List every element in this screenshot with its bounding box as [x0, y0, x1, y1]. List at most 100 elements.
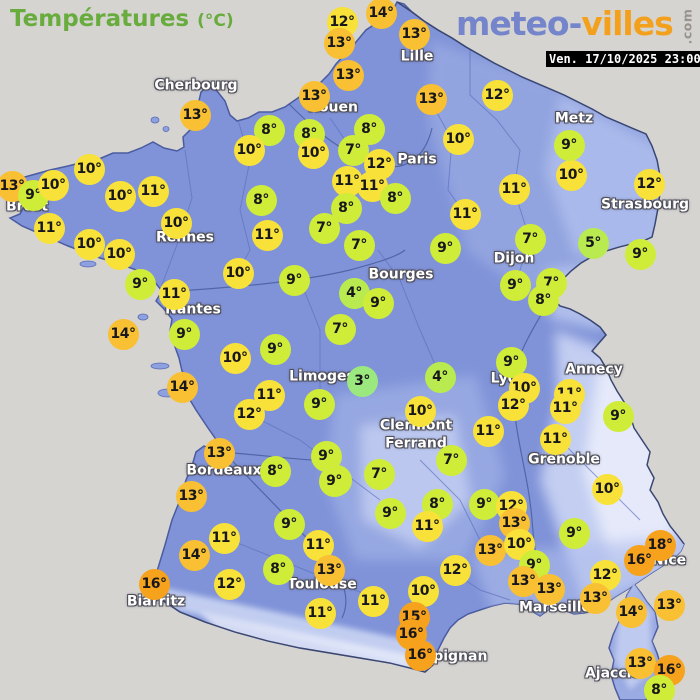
temp-bubble[interactable]: 13° — [313, 554, 345, 586]
temp-bubble[interactable]: 10° — [103, 238, 135, 270]
temp-bubble[interactable]: 11° — [304, 597, 336, 629]
temp-bubble[interactable]: 11° — [411, 510, 443, 542]
temp-bubble[interactable]: 8° — [643, 674, 675, 700]
temp-bubble[interactable]: 10° — [233, 134, 265, 166]
temp-bubble[interactable]: 5° — [577, 227, 609, 259]
temp-bubble[interactable]: 10° — [160, 207, 192, 239]
temp-bubble[interactable]: 10° — [591, 473, 623, 505]
temp-bubble[interactable]: 11° — [208, 522, 240, 554]
temp-bubble[interactable]: 10° — [555, 159, 587, 191]
temp-bubble[interactable]: 14° — [365, 0, 397, 29]
temp-bubble[interactable]: 7° — [324, 313, 356, 345]
temp-bubble[interactable]: 11° — [449, 198, 481, 230]
temp-bubble[interactable]: 10° — [442, 123, 474, 155]
temp-bubble[interactable]: 10° — [73, 153, 105, 185]
city-label-grenoble[interactable]: Grenoble — [528, 451, 600, 468]
temp-bubble[interactable]: 11° — [357, 585, 389, 617]
temp-bubble[interactable]: 11° — [302, 529, 334, 561]
city-label-limoges[interactable]: Limoges — [289, 368, 355, 385]
temp-bubble[interactable]: 12° — [233, 398, 265, 430]
temp-bubble[interactable]: 10° — [407, 575, 439, 607]
temp-bubble[interactable]: 3° — [346, 365, 378, 397]
temp-bubble[interactable]: 14° — [166, 371, 198, 403]
temp-bubble[interactable]: 9° — [558, 517, 590, 549]
temp-bubble[interactable]: 13° — [298, 80, 330, 112]
temp-bubble[interactable]: 9° — [278, 264, 310, 296]
city-label-biarritz[interactable]: Biarritz — [126, 593, 186, 610]
temp-bubble[interactable]: 14° — [615, 596, 647, 628]
temp-bubble[interactable]: 8° — [259, 455, 291, 487]
city-label-annecy[interactable]: Annecy — [565, 361, 623, 378]
temp-bubble[interactable]: 16° — [138, 568, 170, 600]
temp-bubble[interactable]: 9° — [553, 129, 585, 161]
temp-bubble[interactable]: 9° — [273, 508, 305, 540]
temp-bubble[interactable]: 14° — [107, 318, 139, 350]
city-label-dijon[interactable]: Dijon — [493, 250, 535, 267]
temp-bubble[interactable]: 9° — [362, 287, 394, 319]
temp-bubble[interactable]: 9° — [124, 268, 156, 300]
temp-bubble[interactable]: 9° — [374, 497, 406, 529]
temp-bubble[interactable]: 12° — [439, 554, 471, 586]
temp-bubble[interactable]: 13° — [175, 480, 207, 512]
temp-bubble[interactable]: 9° — [168, 318, 200, 350]
temp-bubble[interactable]: 13° — [474, 534, 506, 566]
temp-bubble[interactable]: 10° — [297, 137, 329, 169]
temp-bubble[interactable]: 10° — [503, 528, 535, 560]
city-label-metz[interactable]: Metz — [554, 110, 594, 127]
temp-bubble[interactable]: 9° — [318, 465, 350, 497]
temp-bubble[interactable]: 13° — [332, 59, 364, 91]
temp-bubble[interactable]: 13° — [323, 27, 355, 59]
temp-bubble[interactable]: 7° — [343, 229, 375, 261]
temp-bubble[interactable]: 9° — [602, 400, 634, 432]
temp-bubble[interactable]: 13° — [507, 565, 539, 597]
temp-bubble[interactable]: 11° — [158, 278, 190, 310]
city-label-marseille[interactable]: Marseille — [518, 599, 592, 616]
temp-bubble[interactable]: 10° — [219, 342, 251, 374]
temp-bubble[interactable]: 11° — [498, 173, 530, 205]
temp-bubble[interactable]: 13° — [624, 647, 656, 679]
temp-bubble[interactable]: 11° — [33, 212, 65, 244]
city-label-bourges[interactable]: Bourges — [368, 266, 434, 283]
temp-bubble[interactable]: 7° — [363, 458, 395, 490]
city-label-cherbourg[interactable]: Cherbourg — [154, 77, 238, 94]
temp-bubble[interactable]: 16° — [395, 618, 427, 650]
temp-bubble[interactable]: 13° — [203, 437, 235, 469]
temp-bubble[interactable]: 11° — [137, 175, 169, 207]
temp-bubble[interactable]: 9° — [624, 238, 656, 270]
temp-bubble[interactable]: 12° — [633, 168, 665, 200]
temp-bubble[interactable]: 10° — [37, 169, 69, 201]
temp-bubble[interactable]: 10° — [104, 180, 136, 212]
temp-bubble[interactable]: 10° — [73, 228, 105, 260]
temp-bubble[interactable]: 13° — [579, 582, 611, 614]
temp-bubble[interactable]: 12° — [497, 389, 529, 421]
temp-bubble[interactable]: 11° — [472, 415, 504, 447]
temp-bubble[interactable]: 16° — [623, 544, 655, 576]
temp-bubble[interactable]: 8° — [245, 184, 277, 216]
temp-bubble[interactable]: 14° — [178, 539, 210, 571]
temp-bubble[interactable]: 13° — [415, 83, 447, 115]
temp-bubble[interactable]: 8° — [253, 114, 285, 146]
temp-bubble[interactable]: 11° — [253, 379, 285, 411]
temp-bubble[interactable]: 11° — [549, 392, 581, 424]
temp-bubble[interactable]: 13° — [653, 589, 685, 621]
temp-bubble[interactable]: 7° — [514, 223, 546, 255]
temp-bubble[interactable]: 8° — [353, 113, 385, 145]
temp-bubble[interactable]: 4° — [424, 361, 456, 393]
temp-bubble[interactable]: 13° — [398, 18, 430, 50]
temp-bubble[interactable]: 9° — [499, 269, 531, 301]
temp-bubble[interactable]: 10° — [404, 395, 436, 427]
temp-bubble[interactable]: 9° — [495, 346, 527, 378]
temp-bubble[interactable]: 13° — [179, 99, 211, 131]
city-label-paris[interactable]: Paris — [397, 151, 437, 168]
temp-bubble[interactable]: 8° — [527, 284, 559, 316]
temp-bubble[interactable]: 9° — [429, 232, 461, 264]
temp-bubble[interactable]: 7° — [435, 444, 467, 476]
temp-bubble[interactable]: 11° — [539, 423, 571, 455]
temp-bubble[interactable]: 8° — [330, 192, 362, 224]
temp-bubble[interactable]: 8° — [379, 182, 411, 214]
city-label-strasbourg[interactable]: Strasbourg — [601, 196, 689, 213]
temp-bubble[interactable]: 12° — [213, 568, 245, 600]
city-label-bordeaux[interactable]: Bordeaux — [186, 462, 262, 479]
temp-bubble[interactable]: 9° — [468, 488, 500, 520]
temp-bubble[interactable]: 9° — [303, 388, 335, 420]
